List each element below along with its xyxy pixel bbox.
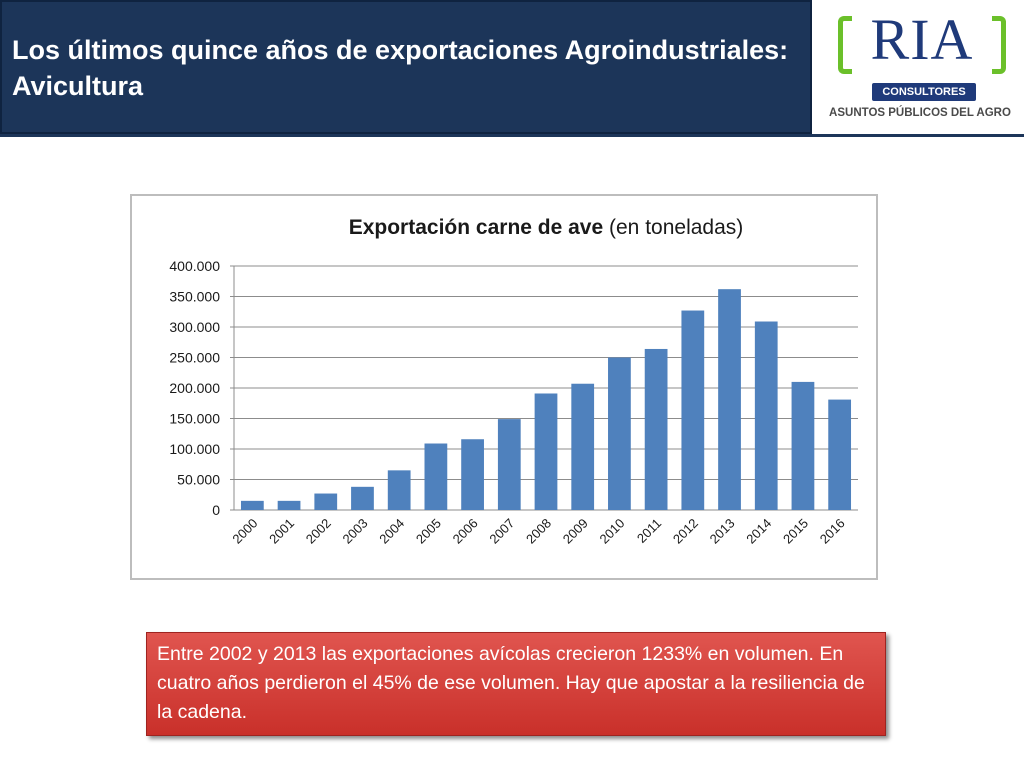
x-tick-label: 2007 <box>486 516 517 547</box>
bar <box>240 500 264 510</box>
x-tick-label: 2006 <box>450 516 481 547</box>
bar <box>497 419 521 510</box>
note-callout: Entre 2002 y 2013 las exportaciones avíc… <box>146 632 886 736</box>
x-tick-label: 2002 <box>303 516 334 547</box>
y-tick-label: 300.000 <box>169 319 220 335</box>
bar <box>387 470 411 510</box>
y-tick-label: 150.000 <box>169 411 220 427</box>
bar <box>644 348 668 510</box>
bar <box>424 443 448 510</box>
y-tick-label: 0 <box>212 502 220 518</box>
slide-title: Los últimos quince años de exportaciones… <box>12 35 789 101</box>
chart-title-rest: (en toneladas) <box>603 216 743 239</box>
x-tick-label: 2015 <box>780 516 811 547</box>
bar <box>608 357 631 510</box>
x-tick-label: 2013 <box>707 516 738 547</box>
logo-wordmark: RIA <box>870 7 974 72</box>
y-axis-ticks: 0 50.000 100.000 150.000 200.000 250.000 300.0… <box>169 258 220 518</box>
bar-chart: Exportación carne de ave (en toneladas) … <box>169 216 858 547</box>
title-banner: Los últimos quince años de exportaciones… <box>0 0 812 134</box>
bar <box>681 310 705 510</box>
y-tick-label: 400.000 <box>169 258 220 274</box>
bar <box>791 381 815 510</box>
y-tick-label: 250.000 <box>169 350 220 366</box>
bar <box>277 500 301 510</box>
bar <box>754 321 778 510</box>
x-tick-label: 2008 <box>523 516 554 547</box>
header-divider <box>0 134 1024 137</box>
y-tick-label: 350.000 <box>169 289 220 305</box>
x-tick-label: 2001 <box>266 516 297 547</box>
bar <box>718 289 741 510</box>
ria-logo: RIA CONSULTORES ASUNTOS PÚBLICOS DEL AGR… <box>814 0 1024 134</box>
bar <box>534 393 558 510</box>
x-axis-ticks: 2000 2001 2002 2003 2004 2005 2006 2007 2008 2009… <box>229 516 847 547</box>
x-tick-label: 2009 <box>560 516 591 547</box>
logo-subtitle: ASUNTOS PÚBLICOS DEL AGRO <box>829 107 1011 119</box>
bar <box>828 399 852 510</box>
x-tick-label: 2011 <box>634 516 664 546</box>
x-tick-label: 2004 <box>376 516 407 547</box>
bar <box>351 486 374 510</box>
logo-tagline: CONSULTORES <box>872 83 976 101</box>
x-tick-label: 2016 <box>817 516 848 547</box>
x-tick-label: 2000 <box>229 516 260 547</box>
bar <box>461 439 484 510</box>
chart-title: Exportación carne de ave (en toneladas) <box>349 216 744 239</box>
x-tick-label: 2010 <box>596 516 627 547</box>
x-tick-label: 2014 <box>743 516 774 547</box>
bars <box>240 289 852 510</box>
chart-container: Exportación carne de ave (en toneladas) … <box>130 194 878 580</box>
y-tick-label: 200.000 <box>169 380 220 396</box>
bar <box>571 383 595 510</box>
logo-left-bracket <box>838 16 852 74</box>
gridlines <box>230 265 858 511</box>
x-tick-label: 2005 <box>413 516 444 547</box>
x-tick-label: 2003 <box>340 516 371 547</box>
y-tick-label: 100.000 <box>169 441 220 457</box>
logo-right-bracket <box>992 16 1006 74</box>
x-tick-label: 2012 <box>670 516 701 547</box>
bar <box>314 493 338 510</box>
y-tick-label: 50.000 <box>177 472 220 488</box>
chart-title-bold: Exportación carne de ave <box>349 216 603 239</box>
